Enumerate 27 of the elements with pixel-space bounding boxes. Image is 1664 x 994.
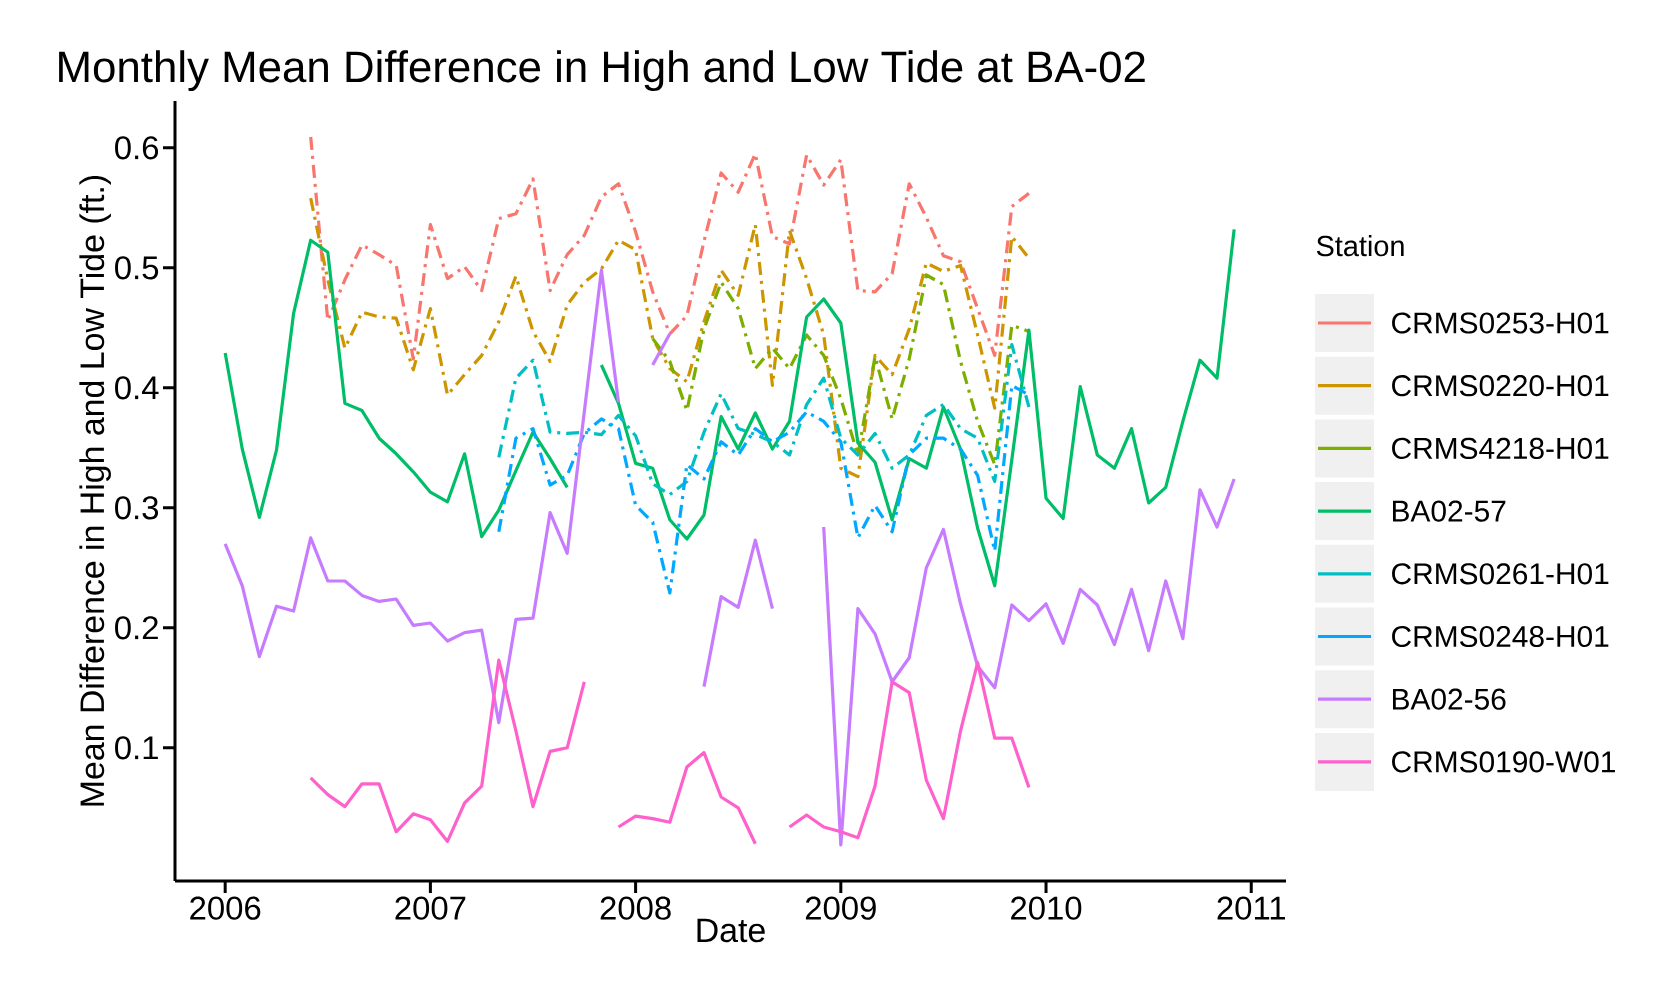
line-series xyxy=(497,342,1031,497)
legend-title: Station xyxy=(1316,235,1404,257)
legend-label: CRMS0261-H01 xyxy=(1392,563,1609,585)
y-tick-label: 0.2 xyxy=(115,616,158,640)
y-tick-label: 0.6 xyxy=(115,136,159,160)
x-axis-title: Date xyxy=(697,918,765,943)
y-tick-label: 0.3 xyxy=(115,496,159,520)
legend-label: CRMS0248-H01 xyxy=(1392,625,1609,648)
line-series xyxy=(651,273,1031,467)
y-tick-label: 0.1 xyxy=(115,736,158,760)
x-tick-label: 2011 xyxy=(1217,896,1285,920)
y-axis-title: Mean Difference in High and Low Tide (ft.) xyxy=(79,175,111,806)
legend-label: CRMS0190-W01 xyxy=(1392,751,1615,773)
y-tick-label: 0.5 xyxy=(115,256,159,280)
legend-label: BA02-57 xyxy=(1392,500,1506,522)
chart-title: Monthly Mean Difference in High and Low Tide at BA-02 xyxy=(59,50,1145,92)
legend-label: CRMS4218-H01 xyxy=(1392,437,1609,459)
x-tick-label: 2006 xyxy=(190,896,261,920)
x-tick-label: 2010 xyxy=(1011,896,1082,920)
x-tick-label: 2007 xyxy=(395,896,466,920)
y-tick-label: 0.4 xyxy=(115,376,159,400)
legend-label: CRMS0220-H01 xyxy=(1392,375,1609,397)
legend-label: BA02-56 xyxy=(1392,688,1506,710)
legend-label: CRMS0253-H01 xyxy=(1392,312,1609,334)
x-tick-label: 2009 xyxy=(805,896,876,920)
x-tick-label: 2008 xyxy=(600,896,671,920)
line-series xyxy=(309,196,1031,479)
